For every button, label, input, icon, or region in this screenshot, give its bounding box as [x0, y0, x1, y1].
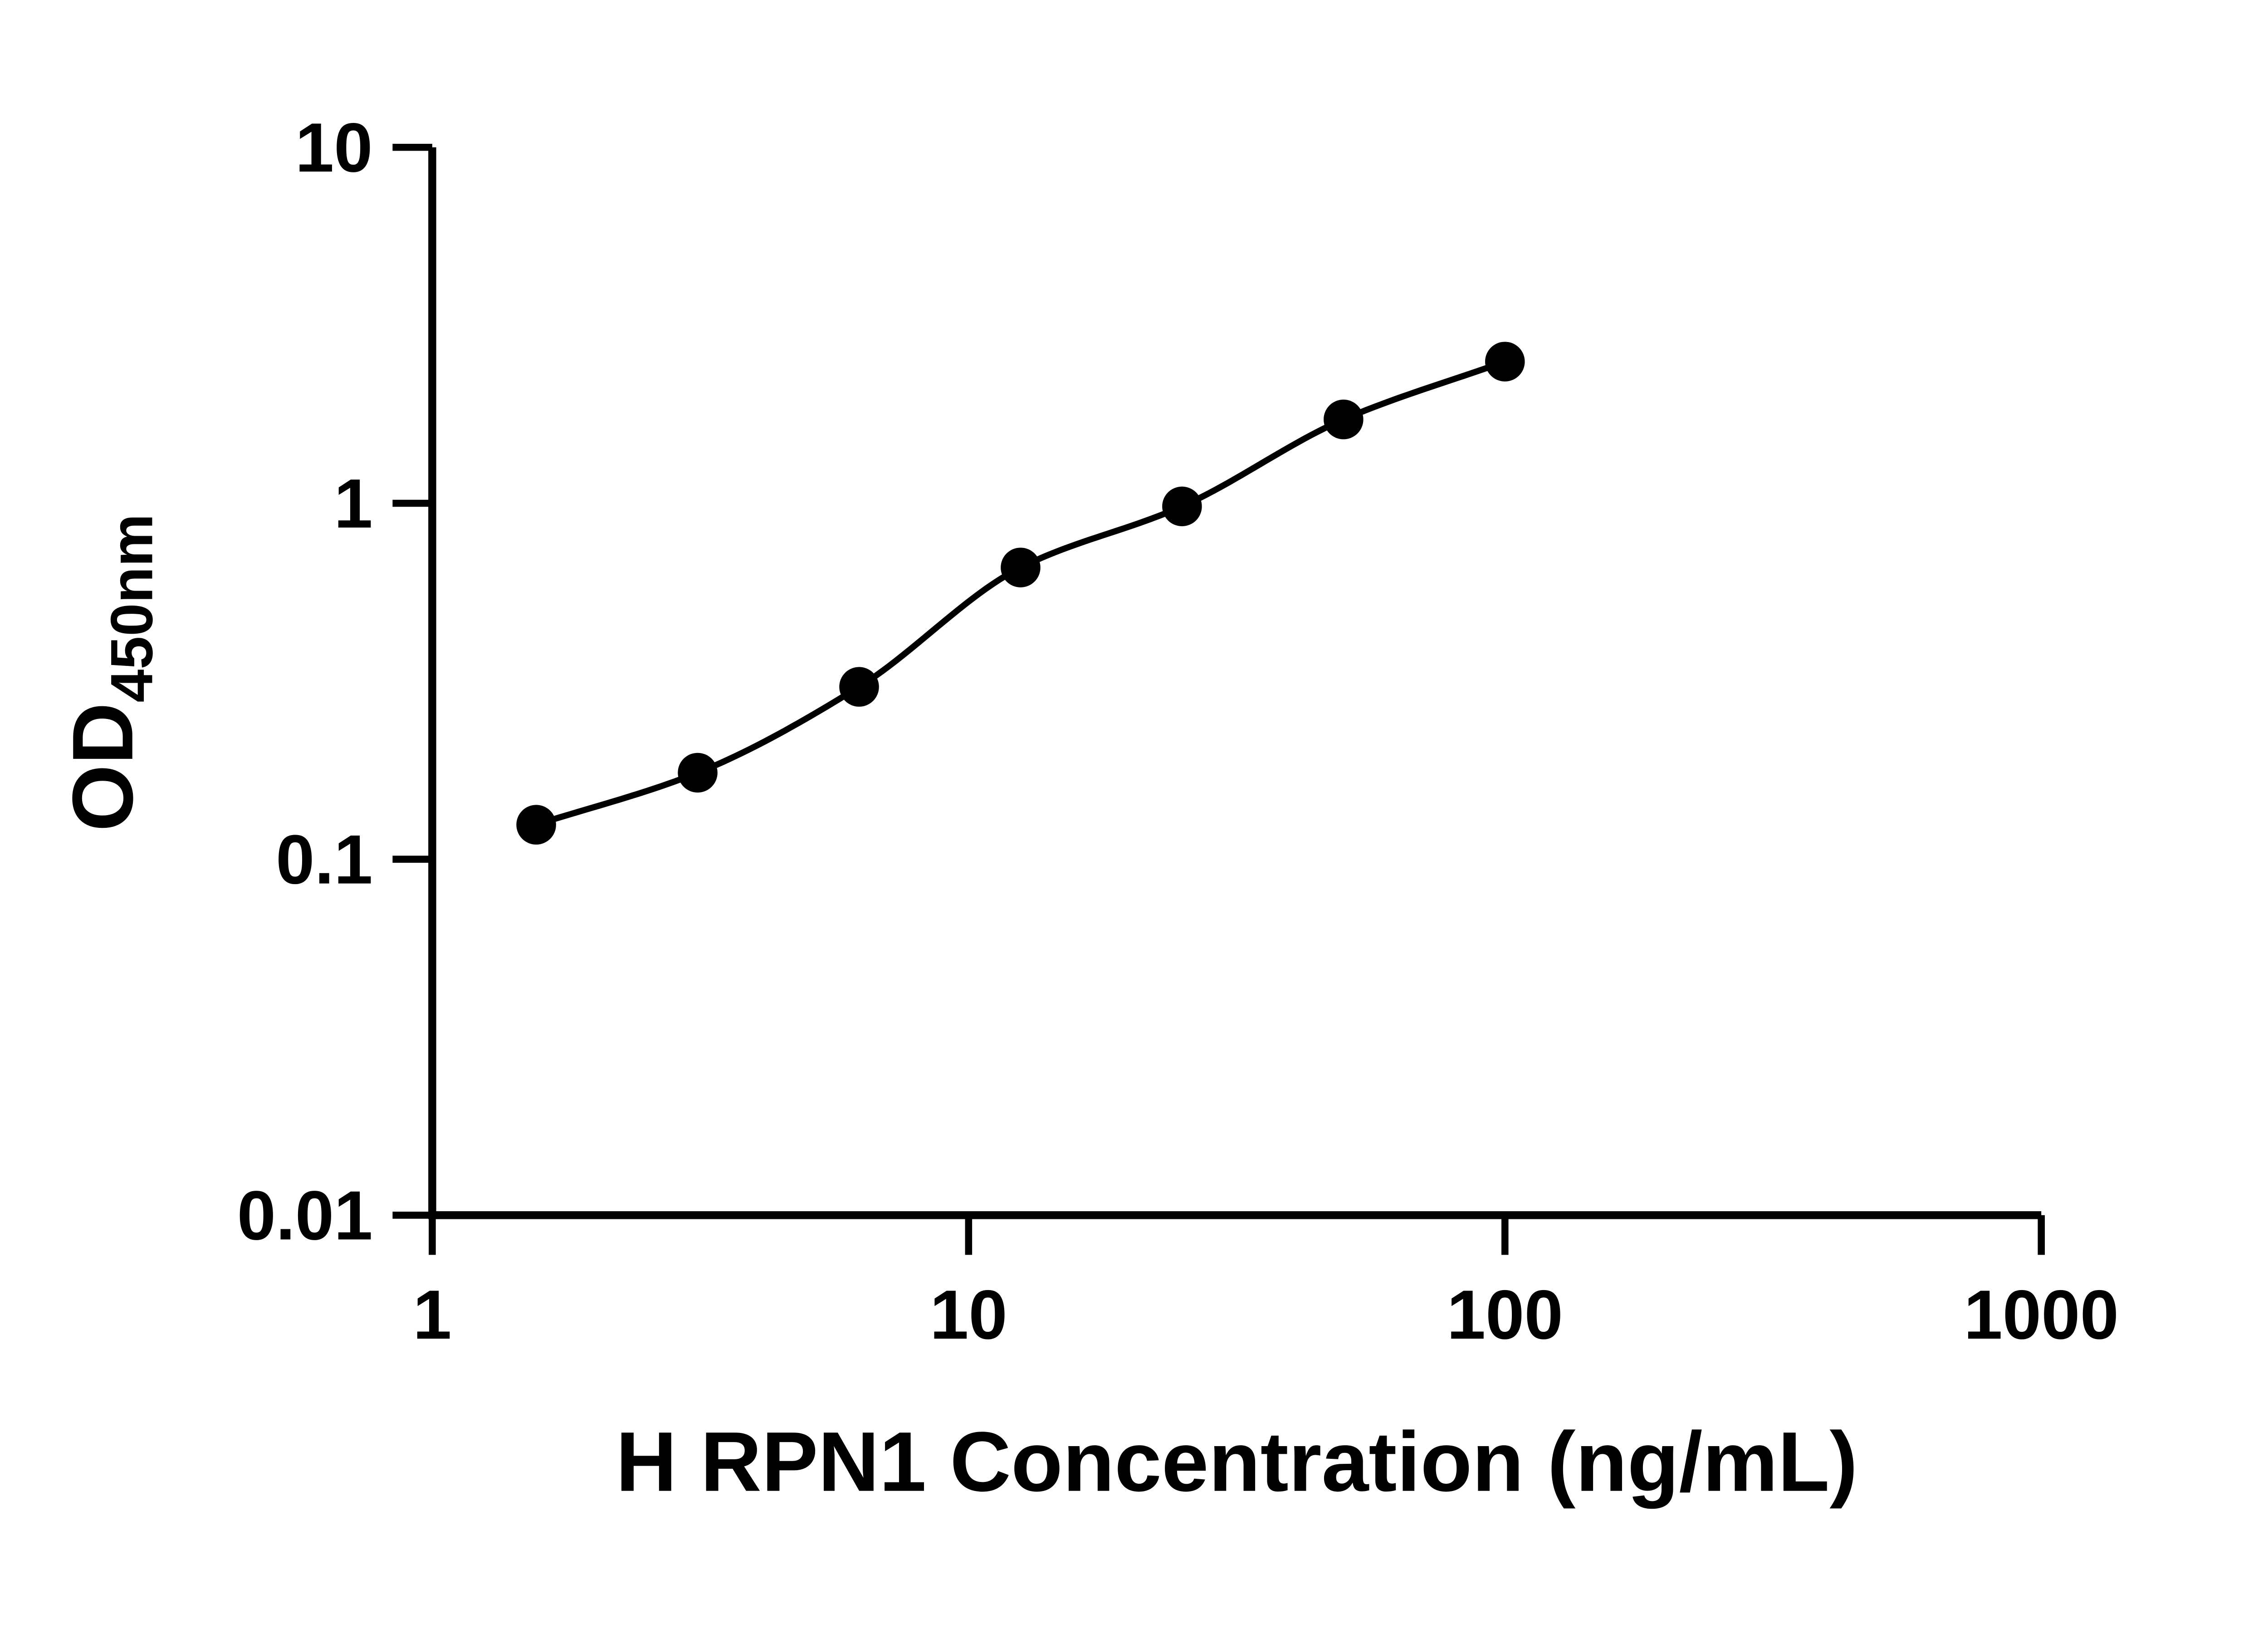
y-axis-title: OD450nm — [55, 514, 165, 831]
data-point — [1324, 399, 1364, 440]
data-point — [839, 667, 879, 707]
data-point — [1001, 548, 1041, 587]
y-tick-label: 10 — [295, 108, 373, 186]
axes-lines — [428, 147, 2042, 1219]
x-tick-label: 1000 — [1964, 1276, 2119, 1354]
chart-canvas: 0.01 0.1 1 10 1 10 100 1000 H RPN1 Concentration… — [54, 108, 2119, 1509]
x-axis-title: H RPN1 Concentration (ng/mL) — [616, 1414, 1858, 1509]
data-point — [1485, 342, 1525, 381]
y-tick-label: 1 — [334, 464, 372, 543]
y-tick-label: 0.01 — [237, 1176, 373, 1254]
x-tick-label: 100 — [1447, 1276, 1563, 1354]
x-tick-label: 10 — [930, 1276, 1007, 1354]
y-tick-label: 0.1 — [276, 821, 373, 899]
elisa-standard-curve-figure: 0.01 0.1 1 10 1 10 100 1000 H RPN1 Concentration… — [54, 108, 2119, 1509]
data-point — [1162, 486, 1202, 527]
data-point — [516, 805, 556, 845]
data-point — [678, 753, 718, 793]
fit-curve — [535, 358, 1506, 828]
x-tick-label: 1 — [413, 1276, 451, 1354]
